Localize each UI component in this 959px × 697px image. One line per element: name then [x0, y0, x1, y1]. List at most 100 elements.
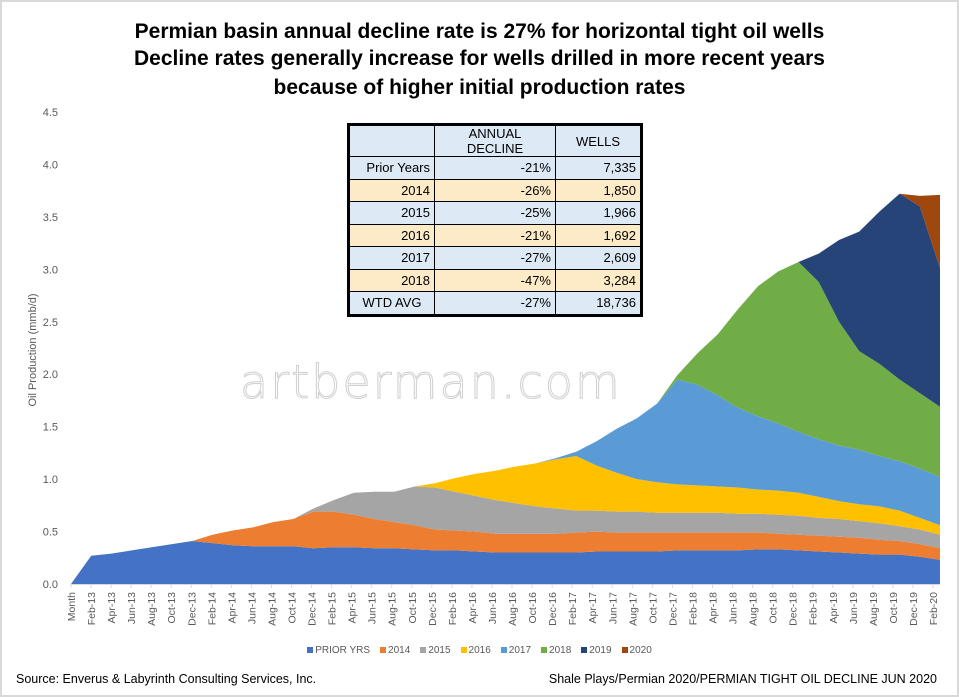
- table-cell: 1,692: [555, 223, 642, 247]
- legend-label: 2020: [629, 645, 652, 656]
- x-tick-label: Aug-17: [627, 592, 639, 626]
- table-row: 2014 -26% 1,850: [348, 178, 642, 202]
- table-row: 2016 -21% 1,692: [348, 223, 642, 247]
- y-tick-label: 2.0: [43, 369, 58, 381]
- x-tick-label: Feb-20: [928, 592, 940, 625]
- table-cell: 1,850: [555, 178, 642, 202]
- table-cell: WTD AVG: [348, 291, 435, 316]
- area-series-2014: [71, 511, 940, 584]
- table-cell: 2014: [348, 178, 435, 202]
- table-row: WTD AVG -27% 18,736: [348, 291, 642, 316]
- x-tick-label: Feb-15: [327, 592, 339, 625]
- legend-label: 2018: [549, 645, 572, 656]
- x-tick-label: Month: [66, 592, 78, 621]
- chart-title-line-2: Decline rates generally increase for wel…: [134, 47, 825, 70]
- area-series-2015: [71, 486, 940, 584]
- x-tick-label: Aug-14: [266, 592, 278, 626]
- legend-swatch: [500, 647, 507, 653]
- table-row: 2017 -27% 2,609: [348, 246, 642, 270]
- legend-item: 2014: [380, 645, 410, 656]
- table-cell: -21%: [434, 156, 556, 180]
- x-tick-label: Aug-16: [507, 592, 519, 626]
- y-tick-label: 4.0: [43, 159, 58, 171]
- table-row: 2015 -25% 1,966: [348, 201, 642, 225]
- legend-item: 2020: [621, 645, 652, 656]
- x-tick-label: Dec-18: [788, 592, 800, 626]
- legend-item: 2018: [541, 645, 571, 656]
- legend-swatch: [460, 647, 467, 653]
- x-tick-label: Jun-14: [246, 592, 258, 624]
- table-cell: 2017: [348, 246, 435, 270]
- x-tick-label: Jun-17: [607, 592, 619, 624]
- x-tick-label: Oct-13: [166, 592, 178, 624]
- x-tick-label: Dec-15: [427, 592, 439, 626]
- x-tick-label: Dec-13: [186, 592, 198, 626]
- y-tick-label: 1.0: [43, 474, 58, 486]
- table-cell: -27%: [434, 246, 556, 270]
- table-row: Prior Years -21% 7,335: [348, 156, 642, 180]
- watermark: artberman.com: [240, 355, 622, 410]
- x-tick-label: Aug-15: [387, 592, 399, 626]
- table-row: 2018 -47% 3,284: [348, 268, 642, 292]
- area-series-prior-yrs: [71, 541, 940, 584]
- legend-swatch: [420, 647, 427, 653]
- table-header: ANNUAL DECLINE: [434, 124, 556, 157]
- area-series-2017: [71, 379, 940, 584]
- y-tick-label: 3.0: [43, 264, 58, 276]
- table-cell: 7,335: [555, 156, 642, 180]
- chart-title-line-3: because of higher initial production rat…: [273, 76, 686, 99]
- table-cell: 2015: [348, 201, 435, 225]
- table-cell: 2016: [348, 223, 435, 247]
- table-cell: -21%: [434, 223, 556, 247]
- x-tick-label: Jun-18: [728, 592, 740, 624]
- legend-item: 2019: [581, 645, 612, 656]
- x-tick-label: Apr-15: [347, 592, 359, 624]
- x-tick-label: Dec-14: [307, 592, 319, 626]
- y-tick-label: 3.5: [43, 212, 58, 224]
- y-tick-label: 0.5: [43, 527, 58, 539]
- legend-item: PRIOR YRS: [307, 645, 370, 656]
- x-tick-label: Jun-16: [487, 592, 499, 624]
- x-tick-label: Feb-17: [567, 592, 579, 625]
- legend-swatch: [621, 647, 628, 653]
- x-tick-label: Apr-16: [467, 592, 479, 624]
- table-cell: Prior Years: [348, 156, 435, 180]
- x-tick-label: Aug-13: [146, 592, 158, 626]
- x-tick-label: Dec-16: [547, 592, 559, 626]
- legend-swatch: [581, 647, 588, 653]
- x-tick-label: Jun-13: [126, 592, 138, 624]
- chart-title-line-1: Permian basin annual decline rate is 27%…: [134, 20, 825, 43]
- x-tick-label: Feb-18: [687, 592, 699, 625]
- area-series-2016: [71, 456, 940, 584]
- x-tick-label: Oct-16: [527, 592, 539, 624]
- table-cell: -25%: [434, 201, 556, 225]
- table-cell: -47%: [434, 268, 556, 292]
- x-tick-label: Apr-17: [587, 592, 599, 624]
- legend-label: 2019: [589, 645, 612, 656]
- table-cell: 1,966: [555, 201, 642, 225]
- table-cell: 18,736: [555, 291, 642, 316]
- x-tick-label: Apr-18: [707, 592, 719, 624]
- legend-label: 2014: [388, 645, 411, 656]
- x-tick-label: Jun-19: [848, 592, 860, 624]
- x-tick-label: Dec-19: [908, 592, 920, 626]
- y-tick-label: 1.5: [43, 422, 58, 434]
- x-tick-label: Aug-19: [868, 592, 880, 626]
- x-tick-label: Jun-15: [367, 592, 379, 624]
- x-tick-label: Apr-19: [828, 592, 840, 624]
- x-tick-label: Feb-16: [447, 592, 459, 625]
- table-cell: 2,609: [555, 246, 642, 270]
- y-tick-label: 2.5: [43, 317, 58, 329]
- x-tick-label: Aug-18: [748, 592, 760, 626]
- table-header-row: ANNUAL DECLINE WELLS: [348, 124, 642, 157]
- area-series-2018: [71, 262, 940, 584]
- y-tick-label: 4.5: [43, 107, 58, 119]
- legend-swatch: [307, 647, 314, 653]
- decline-table: ANNUAL DECLINE WELLS Prior Years -21% 7,33…: [347, 123, 643, 317]
- table-header: [348, 124, 435, 157]
- legend-label: 2016: [468, 645, 491, 656]
- x-tick-label: Oct-18: [768, 592, 780, 624]
- x-tick-label: Apr-14: [226, 592, 238, 624]
